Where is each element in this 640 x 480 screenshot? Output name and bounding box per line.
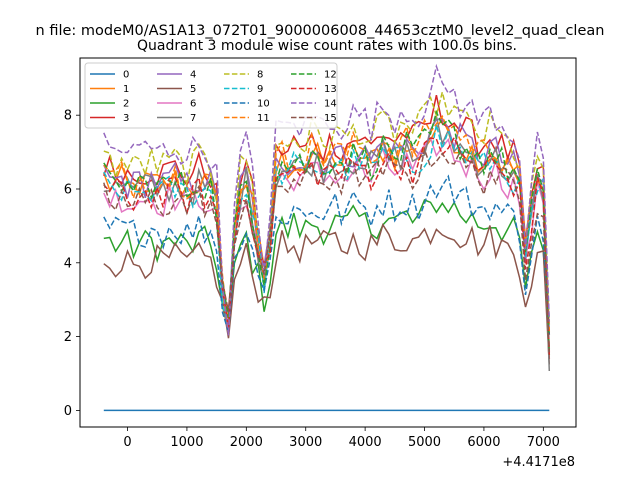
series-line-8 — [103, 92, 551, 334]
axes-frame — [79, 57, 577, 428]
series-line-15 — [103, 146, 551, 353]
legend-label-7: 7 — [190, 113, 196, 124]
legend-box — [84, 62, 338, 129]
series-line-9 — [103, 124, 551, 326]
series-line-4 — [103, 118, 551, 335]
x-axis-offset-label: +4.4171e8 — [502, 455, 575, 470]
legend-label-10: 10 — [257, 99, 270, 110]
series-line-10 — [103, 174, 551, 335]
x-tick-label: 2000 — [230, 435, 263, 450]
x-tick-label: 0 — [123, 435, 131, 450]
chart-title: Quadrant 3 module wise count rates with … — [137, 38, 517, 54]
x-tick-label: 7000 — [527, 435, 560, 450]
legend-label-8: 8 — [257, 70, 263, 81]
legend-label-12: 12 — [324, 70, 337, 81]
legend-label-15: 15 — [324, 113, 337, 124]
series-line-2 — [103, 199, 551, 349]
legend-label-13: 13 — [324, 84, 337, 95]
x-tick-label: 4000 — [349, 435, 382, 450]
y-tick-label: 6 — [64, 182, 72, 197]
x-tick-label: 5000 — [408, 435, 441, 450]
x-tick-label: 6000 — [467, 435, 500, 450]
legend-label-6: 6 — [190, 99, 196, 110]
legend-label-14: 14 — [324, 99, 337, 110]
legend-label-9: 9 — [257, 84, 263, 95]
series-line-1 — [103, 116, 551, 351]
series-line-11 — [103, 114, 551, 332]
legend-label-0: 0 — [123, 70, 129, 81]
legend-label-4: 4 — [190, 70, 196, 81]
y-tick-label: 2 — [64, 330, 72, 345]
figure-suptitle: n file: modeM0/AS1A13_072T01_9000006008_… — [36, 23, 605, 39]
legend-label-3: 3 — [123, 113, 129, 124]
x-tick-label: 3000 — [289, 435, 322, 450]
y-tick-label: 8 — [64, 109, 72, 124]
legend-label-2: 2 — [123, 99, 129, 110]
series-line-3 — [103, 95, 551, 360]
y-tick-label: 0 — [64, 404, 72, 419]
legend-label-5: 5 — [190, 84, 196, 95]
legend-label-1: 1 — [123, 84, 129, 95]
y-axis-ticks: 0 2 4 6 8 — [64, 109, 80, 419]
series-line-13 — [103, 136, 551, 356]
x-axis-ticks: 0 1000 2000 3000 4000 5000 6000 7000 — [123, 427, 560, 450]
series-line-5 — [103, 223, 551, 365]
y-tick-label: 4 — [64, 256, 72, 271]
series-line-12 — [103, 109, 551, 355]
plot-lines — [103, 63, 551, 412]
x-tick-label: 1000 — [170, 435, 203, 450]
legend-label-11: 11 — [257, 113, 270, 124]
